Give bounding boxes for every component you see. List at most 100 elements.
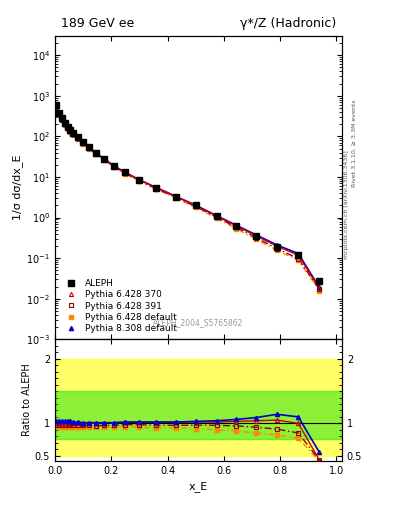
Pythia 6.428 default — [174, 195, 178, 201]
Pythia 8.308 default — [68, 127, 73, 133]
Pythia 8.308 default — [57, 111, 62, 117]
Pythia 6.428 370 — [86, 144, 91, 151]
Pythia 6.428 391 — [275, 246, 279, 252]
ALEPH — [296, 252, 301, 258]
Pythia 6.428 default — [193, 204, 198, 210]
Pythia 6.428 default — [86, 145, 91, 152]
Pythia 6.428 370 — [275, 243, 279, 249]
ALEPH — [215, 213, 219, 219]
Line: Pythia 6.428 370: Pythia 6.428 370 — [54, 104, 321, 290]
Pythia 6.428 default — [62, 121, 67, 127]
Line: Pythia 6.428 default: Pythia 6.428 default — [54, 105, 321, 292]
Pythia 6.428 default — [75, 136, 80, 142]
ALEPH — [60, 115, 64, 121]
Pythia 6.428 391 — [57, 111, 62, 117]
Pythia 8.308 default — [193, 202, 198, 208]
Pythia 6.428 370 — [81, 140, 86, 146]
ALEPH — [54, 102, 59, 108]
Pythia 6.428 default — [296, 258, 301, 264]
Pythia 6.428 default — [123, 170, 128, 177]
Pythia 6.428 370 — [317, 285, 322, 291]
Pythia 6.428 370 — [68, 127, 73, 134]
ALEPH — [75, 134, 80, 140]
ALEPH — [102, 156, 107, 162]
Pythia 6.428 391 — [62, 121, 67, 127]
Pythia 6.428 370 — [102, 156, 107, 162]
Line: Pythia 6.428 391: Pythia 6.428 391 — [54, 104, 321, 291]
Pythia 8.308 default — [137, 177, 142, 183]
Y-axis label: 1/σ dσ/dx_E: 1/σ dσ/dx_E — [13, 155, 24, 220]
Bar — [55, 391, 342, 439]
Pythia 6.428 370 — [112, 163, 116, 169]
Pythia 6.428 default — [68, 129, 73, 135]
Pythia 8.308 default — [174, 194, 178, 200]
Pythia 6.428 370 — [215, 213, 219, 219]
Pythia 6.428 default — [154, 186, 159, 193]
Pythia 6.428 default — [57, 112, 62, 118]
Pythia 6.428 370 — [54, 103, 59, 109]
Text: ALEPH_2004_S5765862: ALEPH_2004_S5765862 — [153, 318, 244, 327]
Pythia 6.428 default — [317, 287, 322, 293]
Line: ALEPH: ALEPH — [54, 102, 322, 284]
Pythia 8.308 default — [215, 212, 219, 219]
Pythia 6.428 default — [81, 141, 86, 147]
Pythia 6.428 370 — [60, 116, 64, 122]
Pythia 6.428 391 — [65, 125, 70, 131]
Pythia 8.308 default — [94, 150, 98, 156]
Pythia 6.428 default — [71, 132, 76, 138]
Pythia 8.308 default — [65, 124, 70, 130]
Pythia 8.308 default — [102, 156, 107, 162]
Pythia 8.308 default — [60, 116, 64, 122]
Pythia 6.428 391 — [81, 140, 86, 146]
Pythia 6.428 default — [234, 226, 239, 232]
Pythia 6.428 370 — [62, 121, 67, 127]
Pythia 6.428 391 — [193, 203, 198, 209]
Pythia 6.428 391 — [75, 135, 80, 141]
Pythia 6.428 370 — [75, 135, 80, 141]
ALEPH — [71, 130, 76, 136]
Bar — [55, 359, 342, 456]
Pythia 6.428 370 — [57, 111, 62, 117]
Pythia 6.428 391 — [94, 151, 98, 157]
Pythia 6.428 default — [65, 125, 70, 131]
Text: Rivet 3.1.10, ≥ 3.3M events: Rivet 3.1.10, ≥ 3.3M events — [352, 99, 357, 187]
Pythia 6.428 default — [112, 164, 116, 170]
ALEPH — [317, 278, 322, 284]
Pythia 6.428 391 — [137, 178, 142, 184]
Legend: ALEPH, Pythia 6.428 370, Pythia 6.428 391, Pythia 6.428 default, Pythia 8.308 de: ALEPH, Pythia 6.428 370, Pythia 6.428 39… — [59, 277, 178, 335]
Pythia 8.308 default — [81, 139, 86, 145]
ALEPH — [193, 202, 198, 208]
Pythia 6.428 default — [94, 151, 98, 157]
Pythia 6.428 391 — [215, 214, 219, 220]
Pythia 8.308 default — [75, 135, 80, 141]
Pythia 6.428 391 — [254, 234, 259, 241]
Pythia 6.428 370 — [296, 252, 301, 259]
ALEPH — [275, 244, 279, 250]
Line: Pythia 8.308 default: Pythia 8.308 default — [54, 103, 321, 290]
ALEPH — [81, 139, 86, 145]
Pythia 6.428 391 — [68, 128, 73, 134]
ALEPH — [112, 163, 116, 169]
ALEPH — [68, 127, 73, 133]
Pythia 8.308 default — [154, 184, 159, 190]
Pythia 6.428 default — [137, 178, 142, 184]
Pythia 6.428 370 — [234, 223, 239, 229]
Pythia 8.308 default — [86, 144, 91, 151]
Pythia 6.428 391 — [123, 170, 128, 176]
Pythia 6.428 391 — [54, 103, 59, 110]
Pythia 6.428 391 — [112, 163, 116, 169]
Pythia 6.428 391 — [174, 194, 178, 200]
Pythia 8.308 default — [112, 163, 116, 169]
Pythia 8.308 default — [123, 169, 128, 176]
Pythia 6.428 391 — [60, 117, 64, 123]
Pythia 8.308 default — [317, 284, 322, 290]
Pythia 6.428 370 — [137, 177, 142, 183]
Pythia 6.428 391 — [234, 224, 239, 230]
Pythia 6.428 391 — [296, 255, 301, 262]
ALEPH — [234, 223, 239, 229]
Pythia 6.428 370 — [174, 194, 178, 200]
Pythia 6.428 391 — [154, 185, 159, 191]
Pythia 8.308 default — [296, 250, 301, 257]
Pythia 6.428 default — [275, 247, 279, 253]
ALEPH — [94, 150, 98, 156]
